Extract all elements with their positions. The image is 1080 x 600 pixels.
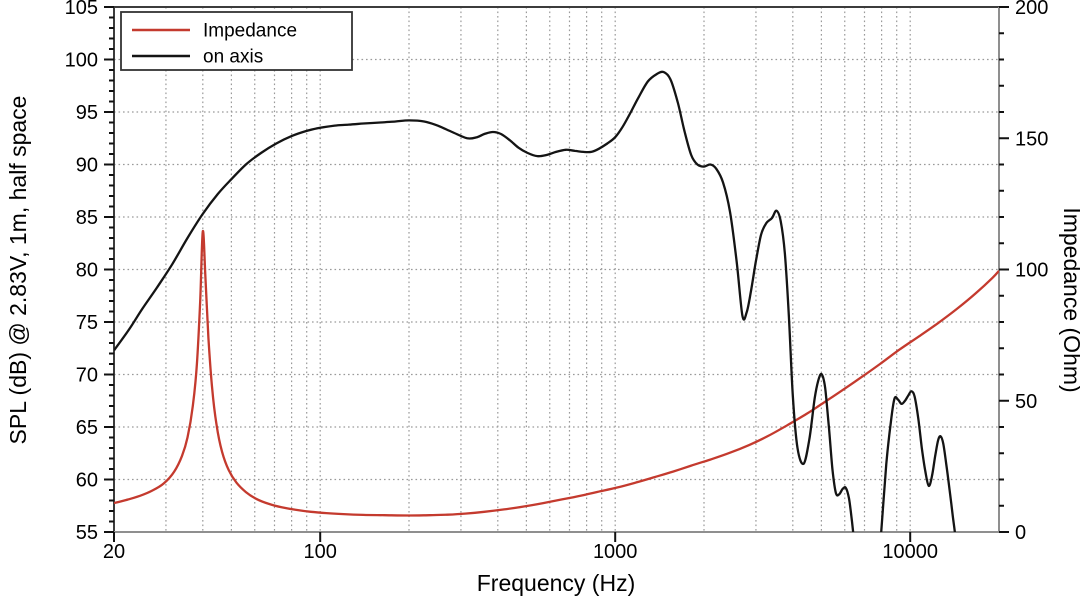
gridlines (114, 7, 999, 532)
legend-box (120, 11, 353, 71)
y-left-tick-label: 55 (76, 522, 98, 544)
y-right-tick-label: 200 (1015, 0, 1048, 19)
curve-impedance (114, 230, 999, 517)
legend: Impedance on axis (120, 11, 353, 71)
y-left-tick-label: 85 (76, 207, 98, 229)
x-tick-label: 1000 (593, 541, 638, 563)
y-left-tick-label: 75 (76, 312, 98, 334)
x-tick-label: 10000 (882, 541, 938, 563)
y-left-tick-label: 70 (76, 365, 98, 387)
y-left-axis-title: SPL (dB) @ 2.83V, 1m, half space (5, 96, 31, 445)
y-left-tick-label: 80 (76, 260, 98, 282)
y-left-tick-label: 100 (65, 50, 98, 72)
y-left-tick-label: 65 (76, 417, 98, 439)
x-tick-label: 100 (304, 541, 337, 563)
data-curves (114, 70, 999, 532)
curve-on-axis (114, 70, 957, 532)
axis-tick-labels: 55 60 65 70 75 80 85 90 95 100 105 0 50 100 150 200 20 10… (65, 0, 1049, 563)
y-right-tick-label: 150 (1015, 128, 1048, 150)
y-left-tick-label: 90 (76, 155, 98, 177)
x-tick-label: 20 (103, 541, 125, 563)
legend-label-impedance: Impedance (203, 21, 297, 42)
y-right-tick-label: 100 (1015, 260, 1048, 282)
axis-ticks (104, 6, 1009, 542)
legend-label-onaxis: on axis (203, 47, 263, 68)
y-left-tick-label: 105 (65, 0, 98, 19)
x-axis-title: Frequency (Hz) (477, 570, 635, 596)
y-right-axis-title: Impedance (Ohm) (1059, 207, 1080, 392)
y-right-tick-label: 50 (1015, 391, 1037, 413)
y-right-tick-label: 0 (1015, 522, 1026, 544)
y-left-tick-label: 95 (76, 102, 98, 124)
y-left-tick-label: 60 (76, 470, 98, 492)
